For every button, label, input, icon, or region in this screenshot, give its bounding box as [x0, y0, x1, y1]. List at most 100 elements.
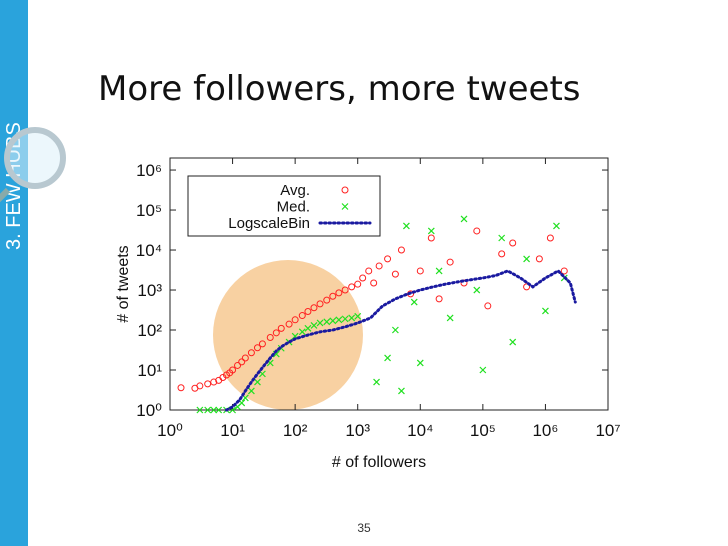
point: [509, 239, 517, 247]
point: [329, 292, 337, 300]
point: [523, 283, 531, 291]
point: [460, 279, 468, 287]
y-tick-label: 10⁴: [136, 241, 162, 260]
point: [196, 382, 204, 390]
x-tick-label: 10⁰: [157, 421, 183, 440]
legend-marker: [341, 203, 349, 210]
y-tick-label: 10³: [137, 281, 162, 300]
magnifier-icon: [0, 127, 66, 203]
point: [196, 406, 204, 414]
point: [229, 366, 237, 374]
point: [473, 227, 481, 235]
point: [391, 270, 399, 278]
sidebar-bar: [0, 0, 28, 546]
point: [523, 255, 531, 263]
x-tick-label: 10³: [345, 421, 370, 440]
y-tick-label: 10⁰: [136, 401, 162, 420]
legend-label: Med.: [277, 199, 310, 216]
point: [397, 246, 405, 254]
plot-frame: [169, 157, 609, 411]
point: [266, 333, 274, 341]
point: [535, 255, 543, 263]
y-tick-label: 10⁵: [136, 201, 162, 220]
point: [416, 359, 424, 367]
x-axis-label: # of followers: [332, 454, 426, 471]
point: [298, 328, 306, 336]
y-axis-label: # of tweets: [115, 245, 132, 322]
legend-label: Avg.: [280, 182, 310, 199]
point: [316, 319, 324, 327]
point: [253, 344, 261, 352]
point: [285, 320, 293, 328]
point: [316, 300, 324, 308]
legend-label: LogscaleBin: [228, 215, 310, 232]
point: [509, 338, 517, 346]
point: [365, 267, 373, 275]
point: [402, 222, 410, 230]
point: [546, 234, 554, 242]
point: [384, 255, 392, 263]
point: [204, 380, 212, 388]
x-tick-label: 10¹: [220, 421, 245, 440]
point: [277, 324, 285, 332]
point: [210, 378, 218, 386]
point: [304, 324, 312, 332]
point: [348, 283, 356, 291]
y-tick-label: 10⁶: [136, 161, 162, 180]
point: [427, 227, 435, 235]
x-tick-label: 10⁵: [470, 421, 496, 440]
point: [323, 318, 331, 326]
slide-title: More followers, more tweets: [98, 69, 581, 109]
point: [204, 406, 212, 414]
point: [560, 267, 568, 275]
point: [416, 267, 424, 275]
point: [359, 274, 367, 282]
point: [354, 312, 362, 320]
point: [384, 354, 391, 362]
point: [341, 286, 349, 294]
point: [304, 308, 312, 316]
point: [498, 234, 506, 242]
x-tick-label: 10²: [283, 421, 308, 440]
legend-marker: [341, 186, 349, 194]
point: [241, 354, 249, 362]
point: [542, 307, 549, 315]
point: [254, 378, 261, 386]
point: [258, 340, 266, 348]
point: [435, 295, 443, 303]
point: [335, 289, 343, 297]
page-number: 35: [357, 521, 371, 535]
legend-box: [187, 175, 381, 237]
point: [435, 267, 443, 275]
point: [210, 406, 218, 414]
point: [553, 222, 560, 230]
y-tick-label: 10²: [137, 321, 162, 340]
point: [215, 406, 223, 414]
point: [272, 329, 280, 337]
point: [398, 387, 405, 395]
point: [370, 279, 378, 287]
point: [484, 302, 492, 310]
point: [177, 384, 185, 392]
point: [298, 312, 306, 320]
point: [391, 326, 399, 334]
point: [238, 358, 246, 366]
point: [247, 349, 255, 357]
x-tick-label: 10⁷: [595, 421, 620, 440]
point: [310, 322, 318, 329]
x-tick-label: 10⁶: [532, 421, 558, 440]
point: [341, 315, 349, 323]
line: [225, 269, 577, 412]
y-tick-label: 10¹: [137, 361, 162, 380]
point: [291, 316, 299, 324]
point: [446, 258, 454, 266]
point: [410, 298, 418, 306]
point: [310, 304, 318, 312]
point: [323, 296, 331, 304]
point: [498, 250, 506, 258]
point: [348, 314, 356, 322]
point: [479, 366, 487, 374]
point: [473, 286, 481, 294]
